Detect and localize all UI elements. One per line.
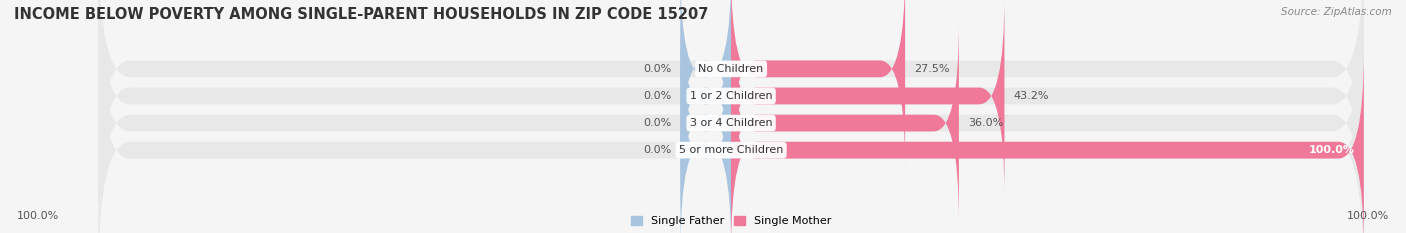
- Text: 27.5%: 27.5%: [914, 64, 950, 74]
- Text: 0.0%: 0.0%: [643, 91, 671, 101]
- Legend: Single Father, Single Mother: Single Father, Single Mother: [631, 216, 831, 226]
- Text: INCOME BELOW POVERTY AMONG SINGLE-PARENT HOUSEHOLDS IN ZIP CODE 15207: INCOME BELOW POVERTY AMONG SINGLE-PARENT…: [14, 7, 709, 22]
- Text: 3 or 4 Children: 3 or 4 Children: [690, 118, 772, 128]
- Text: 100.0%: 100.0%: [1347, 211, 1389, 221]
- FancyBboxPatch shape: [731, 50, 1364, 233]
- FancyBboxPatch shape: [98, 0, 1364, 196]
- Text: 0.0%: 0.0%: [643, 145, 671, 155]
- FancyBboxPatch shape: [681, 0, 731, 169]
- FancyBboxPatch shape: [98, 0, 1364, 233]
- FancyBboxPatch shape: [98, 0, 1364, 223]
- Text: No Children: No Children: [699, 64, 763, 74]
- Text: 100.0%: 100.0%: [17, 211, 59, 221]
- Text: 0.0%: 0.0%: [643, 64, 671, 74]
- FancyBboxPatch shape: [98, 23, 1364, 233]
- Text: 5 or more Children: 5 or more Children: [679, 145, 783, 155]
- Text: Source: ZipAtlas.com: Source: ZipAtlas.com: [1281, 7, 1392, 17]
- Text: 1 or 2 Children: 1 or 2 Children: [690, 91, 772, 101]
- Text: 0.0%: 0.0%: [643, 118, 671, 128]
- FancyBboxPatch shape: [731, 0, 1004, 196]
- Text: 36.0%: 36.0%: [969, 118, 1004, 128]
- FancyBboxPatch shape: [681, 50, 731, 233]
- FancyBboxPatch shape: [681, 0, 731, 196]
- FancyBboxPatch shape: [731, 0, 905, 169]
- Text: 43.2%: 43.2%: [1014, 91, 1049, 101]
- FancyBboxPatch shape: [731, 23, 959, 223]
- Text: 100.0%: 100.0%: [1309, 145, 1354, 155]
- FancyBboxPatch shape: [681, 23, 731, 223]
